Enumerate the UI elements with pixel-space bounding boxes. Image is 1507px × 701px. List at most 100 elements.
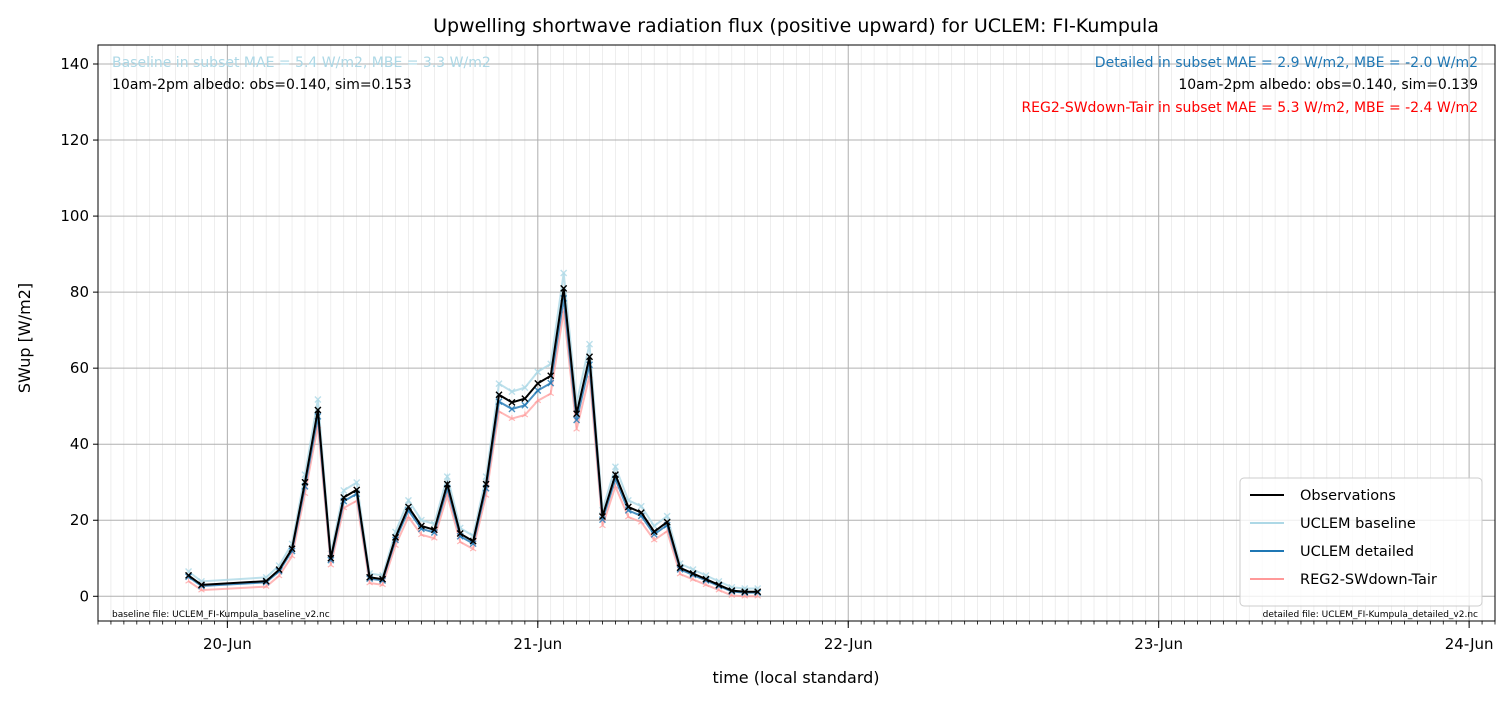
data-point <box>702 575 710 583</box>
data-point <box>508 388 516 396</box>
detailed-file-annotation: detailed file: UCLEM_FI-Kumpula_detailed… <box>1263 610 1478 620</box>
data-point <box>443 480 451 488</box>
data-point <box>366 573 374 581</box>
data-point <box>676 570 684 577</box>
data-point <box>379 575 387 583</box>
legend-label: REG2-SWdown-Tair <box>1300 572 1437 588</box>
legend-entry: REG2-SWdown-Tair <box>1250 572 1437 588</box>
legend-label: UCLEM detailed <box>1300 544 1414 560</box>
data-point <box>741 588 749 596</box>
data-point <box>508 405 516 413</box>
series-observations <box>185 284 762 596</box>
data-point <box>314 396 322 403</box>
data-point <box>430 526 438 534</box>
data-point <box>573 410 581 418</box>
data-point <box>560 269 568 277</box>
data-point <box>314 406 322 414</box>
data-point <box>637 518 645 525</box>
data-point <box>715 586 723 593</box>
detailed-albedo-annotation: 10am-2pm albedo: obs=0.140, sim=0.139 <box>1178 77 1478 93</box>
data-point <box>728 591 736 598</box>
data-point <box>288 545 296 553</box>
data-point <box>663 512 671 520</box>
data-point <box>495 391 503 399</box>
reg2-stats-annotation: REG2-SWdown-Tair in subset MAE = 5.3 W/m… <box>1021 100 1478 116</box>
data-point <box>197 581 205 589</box>
data-point <box>418 531 425 538</box>
data-point <box>624 503 632 511</box>
data-point <box>560 284 568 292</box>
legend-label: Observations <box>1300 488 1396 504</box>
data-point <box>262 577 270 585</box>
data-point <box>340 493 348 501</box>
y-tick-label: 100 <box>60 207 89 225</box>
plot-area <box>97 45 1496 621</box>
data-point <box>430 529 438 537</box>
data-point <box>430 534 438 541</box>
data-point <box>728 587 736 595</box>
data-point <box>288 552 296 559</box>
baseline-stats-annotation: Baseline in subset MAE = 5.4 W/m2, MBE =… <box>112 55 491 71</box>
data-point <box>456 538 464 545</box>
baseline-albedo-annotation: 10am-2pm albedo: obs=0.140, sim=0.153 <box>112 77 412 93</box>
data-point <box>637 502 645 510</box>
data-point <box>598 512 606 520</box>
data-point <box>586 340 594 348</box>
data-point <box>650 528 658 536</box>
data-point <box>508 415 516 422</box>
data-point <box>521 411 529 418</box>
x-tick-label: 21-Jun <box>513 635 562 653</box>
y-tick-label: 0 <box>79 587 89 605</box>
data-point <box>469 540 477 548</box>
x-tick-label: 23-Jun <box>1134 635 1183 653</box>
y-tick-label: 140 <box>60 55 89 73</box>
data-point <box>327 561 335 568</box>
data-point <box>404 496 412 504</box>
data-point <box>275 566 283 574</box>
data-point <box>508 398 516 406</box>
data-point <box>689 575 697 582</box>
data-point <box>689 569 697 577</box>
data-point <box>547 379 555 387</box>
x-tick-label: 20-Jun <box>203 635 252 653</box>
data-point <box>185 573 193 581</box>
legend-label: UCLEM baseline <box>1300 516 1416 532</box>
data-point <box>482 480 490 488</box>
data-point <box>702 581 710 588</box>
x-tick-label: 22-Jun <box>824 635 873 653</box>
data-point <box>392 533 400 541</box>
data-point <box>185 571 193 579</box>
data-point <box>262 583 270 590</box>
data-point <box>275 567 283 575</box>
legend-entry: UCLEM baseline <box>1250 516 1416 532</box>
legend-entry: Observations <box>1250 488 1396 504</box>
data-point <box>547 390 555 397</box>
chart-title: Upwelling shortwave radiation flux (posi… <box>433 15 1159 37</box>
y-tick-label: 20 <box>70 511 89 529</box>
legend: Observations UCLEM baseline UCLEM detailed… <box>1239 477 1483 607</box>
data-point <box>676 565 684 573</box>
data-point <box>521 401 529 409</box>
data-point <box>521 384 529 392</box>
baseline-file-annotation: baseline file: UCLEM_FI-Kumpula_baseline… <box>112 610 330 620</box>
data-point <box>676 564 684 572</box>
legend-frame <box>1239 477 1483 607</box>
y-tick-label: 40 <box>70 435 89 453</box>
data-point <box>443 473 451 481</box>
y-tick-label: 120 <box>60 131 89 149</box>
data-point <box>404 503 412 511</box>
data-point <box>417 522 425 530</box>
data-point <box>573 425 580 432</box>
data-point <box>573 416 581 424</box>
axes: 0 20 40 60 80 100 120 140 20-Jun 21-Jun 22-Jun 23-J… <box>60 44 1496 653</box>
x-tick-label: 24-Jun <box>1445 635 1494 653</box>
data-point <box>625 513 632 520</box>
data-point <box>586 353 594 361</box>
x-axis-label: time (local standard) <box>712 668 879 687</box>
data-point <box>353 486 361 494</box>
y-tick-label: 60 <box>70 359 89 377</box>
data-point <box>611 463 619 471</box>
data-point <box>534 379 542 387</box>
data-point <box>650 530 658 538</box>
data-point <box>198 586 205 593</box>
